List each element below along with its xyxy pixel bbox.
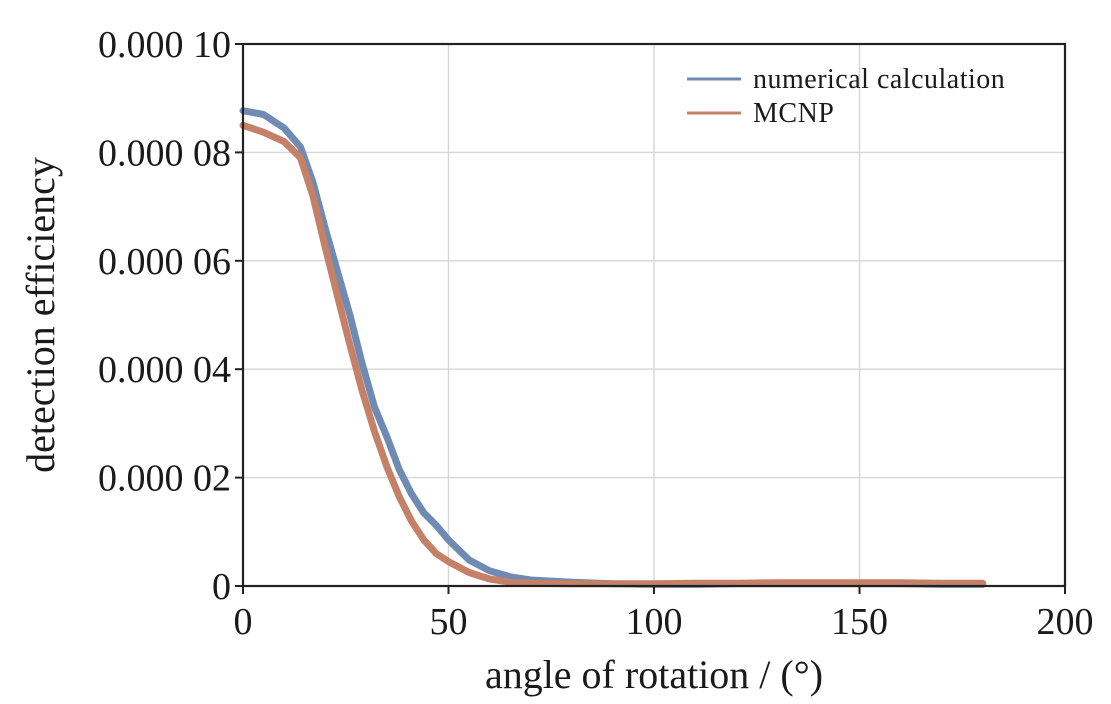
series-line-1: [239, 121, 987, 588]
legend-label-1: MCNP: [753, 98, 834, 129]
y-tick-label: 0: [212, 566, 231, 608]
tick-layer: 0 50 100 150 200 0 0.000 02 0.000 04 0.000 06 0.0…: [98, 24, 1094, 643]
x-axis-title: angle of rotation / (°): [485, 652, 823, 697]
x-tick-label: 0: [234, 601, 253, 643]
y-tick-label: 0.000 08: [98, 132, 231, 174]
y-tick-label: 0.000 04: [98, 349, 231, 391]
x-tick-label: 150: [831, 601, 888, 643]
y-tick-label: 0.000 02: [98, 458, 231, 500]
x-tick-label: 200: [1037, 601, 1094, 643]
y-tick-label: 0.000 10: [98, 24, 231, 66]
grid-layer: [243, 44, 1065, 586]
legend-label-0: numerical calculation: [753, 64, 1005, 95]
x-tick-label: 50: [430, 601, 468, 643]
x-tick-label: 100: [626, 601, 683, 643]
y-axis-title: detection efficiency: [18, 157, 63, 473]
series-layer: [239, 107, 987, 588]
y-tick-label: 0.000 06: [98, 241, 231, 283]
